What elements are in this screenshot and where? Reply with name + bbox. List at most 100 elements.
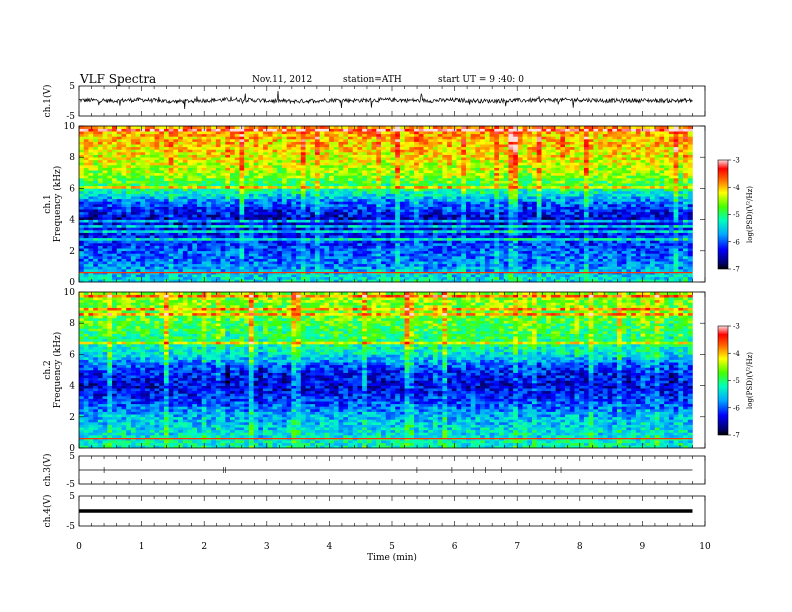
spectrogram-cell [215,201,221,205]
spectrogram-cell [616,274,622,278]
spectrogram-cell [296,243,302,246]
spectrogram-cell [126,204,132,207]
spectrogram-cell [555,209,561,213]
spectrogram-cell [635,222,641,226]
spectrogram-cell [140,243,146,246]
spectrogram-cell [650,256,656,259]
spectrogram-cell [168,243,174,246]
spectrogram-cell [522,201,528,205]
spectrogram-cell [536,237,542,241]
spectrogram-cell [291,235,297,239]
spectrogram-cell [616,188,622,192]
spectrogram-cell [149,222,155,226]
spectrogram-cell [107,211,113,215]
spectrogram-cell [126,183,132,187]
spectrogram-cell [442,193,448,197]
spectrogram-cell [683,235,689,239]
spectrogram-cell [324,219,330,223]
spectrogram-cell [527,196,533,200]
spectrogram-cell [329,232,335,236]
spectrogram-cell [215,214,221,218]
spectrogram-cell [432,193,438,197]
spectrogram-cell [536,185,542,189]
spectrogram-cell [555,230,561,233]
spectrogram-cell [267,206,273,210]
spectrogram-cell [300,211,306,215]
spectrogram-cell [465,232,471,236]
spectrogram-cell [550,237,556,241]
spectrogram-cell [461,191,467,194]
spectrogram-cell [149,235,155,239]
spectrogram-cell [286,196,292,200]
spectrogram-cell [381,279,387,283]
spectrogram-cell [300,217,306,220]
spectrogram-cell [163,185,169,189]
spectrogram-cell [277,191,283,194]
spectrogram-cell [93,191,99,194]
spectrogram-cell [145,198,151,202]
spectrogram-cell [352,185,358,189]
spectrogram-cell [569,188,575,192]
spectrogram-cell [645,240,651,244]
spectrogram-cell [461,230,467,233]
spectrogram-cell [626,224,632,228]
spectrogram-cell [484,256,490,259]
spectrogram-cell [112,256,118,259]
spectrogram-cell [366,217,372,220]
spectrogram-cell [451,193,457,197]
spectrogram-cell [399,261,405,265]
spectrogram-cell [253,232,259,236]
spectrogram-cell [399,269,405,272]
spectrogram-cell [244,274,250,278]
spectrogram-cell [168,196,174,200]
spectrogram-cell [178,185,184,189]
spectrogram-cell [149,243,155,246]
spectrogram-cell [616,256,622,259]
spectrogram-cell [607,196,613,200]
spectrogram-cell [187,188,193,192]
spectrogram-cell [215,261,221,265]
spectrogram-cell [532,219,538,223]
spectrogram-cell [451,201,457,205]
spectrogram-cell [362,243,368,246]
spectrogram-cell [456,193,462,197]
spectrogram-cell [272,224,278,228]
spectrogram-cell [83,204,89,207]
spectrogram-cell [546,196,552,200]
spectrogram-cell [607,243,613,246]
spectrogram-cell [574,206,580,210]
spectrogram-cell [432,217,438,220]
spectrogram-cell [126,235,132,239]
spectrogram-cell [248,248,254,252]
spectrogram-cell [107,191,113,194]
spectrogram-cell [258,198,264,202]
spectrogram-cell [206,222,212,226]
spectrogram-cell [687,193,693,197]
spectrogram-cell [532,245,538,249]
spectrogram-cell [371,232,377,236]
spectrogram-cell [560,235,566,239]
spectrogram-cell [201,196,207,200]
spectrogram-cell [347,198,354,202]
spectrogram-cell [522,276,528,280]
spectrogram-cell [225,214,231,218]
spectrogram-cell [399,237,405,241]
spectrogram-cell [291,198,297,202]
spectrogram-cell [126,266,132,270]
spectrogram-cell [447,204,453,207]
spectrogram-cell [513,224,519,228]
spectrogram-cell [234,188,240,192]
spectrogram-cell [631,276,637,280]
spectrogram-cell [83,245,89,249]
spectrogram-cell [541,201,547,205]
spectrogram-cell [102,227,108,231]
spectrogram-cell [83,248,89,252]
spectrogram-cell [88,209,94,213]
spectrogram-cell [602,232,608,236]
spectrogram-cell [319,261,325,265]
spectrogram-cell [258,243,264,246]
spectrogram-cell [300,269,306,272]
spectrogram-cell [310,248,316,252]
spectrogram-cell [163,227,169,231]
spectrogram-cell [253,250,259,254]
